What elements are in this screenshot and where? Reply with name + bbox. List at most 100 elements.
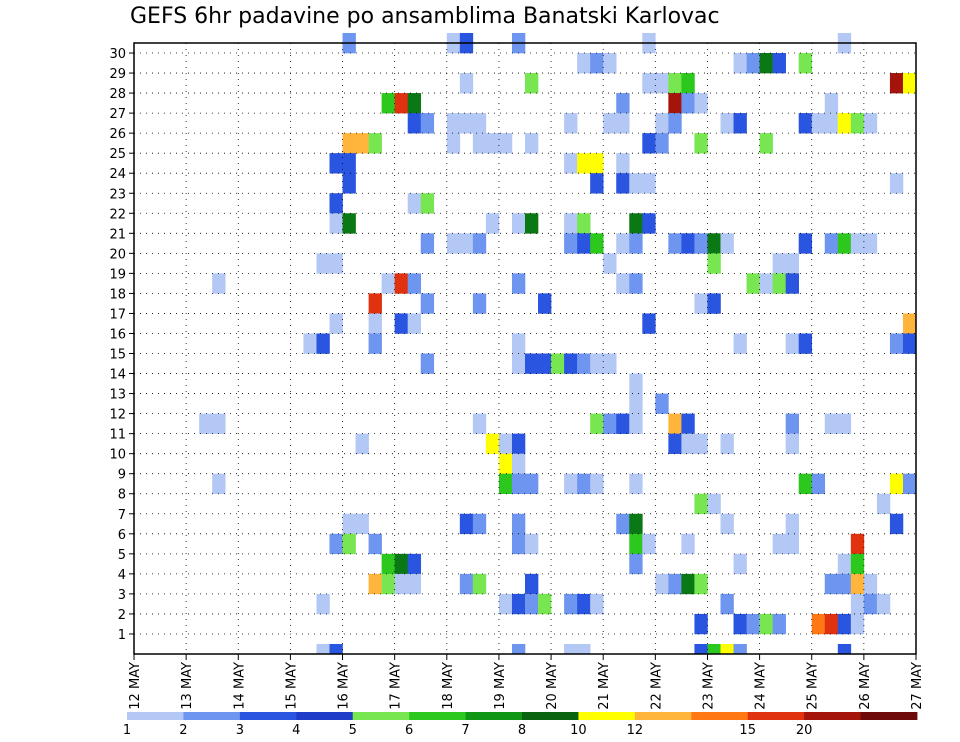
heatmap-cell — [733, 553, 747, 575]
heatmap-cell — [824, 573, 839, 595]
heatmap-cell — [837, 553, 852, 575]
y-tick-label: 24 — [109, 167, 126, 182]
legend-label: 6 — [405, 723, 413, 738]
heatmap-cell — [850, 113, 865, 134]
heatmap-cell — [902, 313, 917, 334]
x-tick-label: 22 MAY — [649, 662, 664, 710]
heatmap-cell — [759, 133, 773, 154]
heatmap-cell — [485, 213, 500, 234]
heatmap-cell — [511, 433, 526, 454]
heatmap-cell — [303, 333, 317, 354]
heatmap-cell — [394, 313, 408, 334]
heatmap-cell — [381, 93, 395, 114]
heatmap-cell — [902, 473, 917, 495]
heatmap-cell — [498, 593, 513, 615]
legend-swatch — [804, 712, 861, 720]
heatmap-cell — [668, 573, 682, 595]
heatmap-cell — [511, 593, 526, 615]
y-tick-label: 29 — [109, 67, 126, 82]
heatmap-cell — [407, 553, 422, 575]
y-axis: 1234567891011121314151617181920212223242… — [109, 47, 134, 643]
heatmap-cell — [681, 93, 695, 114]
heatmap-cell — [498, 473, 513, 495]
y-tick-label: 27 — [109, 107, 126, 122]
heatmap-cell — [525, 473, 539, 495]
heatmap-cell — [355, 513, 369, 535]
x-tick-label: 13 MAY — [180, 662, 195, 710]
heatmap-cell — [642, 313, 656, 334]
heatmap-cell — [616, 413, 630, 434]
heatmap-cell — [511, 453, 526, 474]
x-tick-label: 23 MAY — [701, 662, 716, 710]
heatmap-cell — [616, 153, 630, 174]
heatmap-cell — [446, 233, 461, 254]
heatmap-cell — [681, 433, 695, 454]
heatmap-cell — [525, 73, 539, 94]
heatmap-cell — [837, 613, 852, 635]
legend-label: 5 — [349, 723, 357, 738]
heatmap-cell — [420, 193, 435, 214]
heatmap-cell — [564, 353, 578, 374]
heatmap-cell — [720, 593, 734, 615]
heatmap-cell — [420, 233, 435, 254]
color-legend: 1 2 3 4 5 6 7 8 10 12 15 20 — [123, 712, 918, 738]
y-tick-label: 21 — [109, 227, 126, 242]
heatmap-cell — [785, 513, 799, 535]
heatmap-cell — [342, 133, 356, 154]
heatmap-cell — [720, 643, 734, 655]
heatmap-cell — [785, 433, 799, 454]
heatmap-cell — [590, 173, 604, 194]
y-tick-label: 4 — [118, 568, 126, 583]
heatmap-cell — [772, 533, 786, 555]
heatmap-cell — [694, 93, 708, 114]
heatmap-cell — [629, 273, 643, 294]
heatmap-cell — [538, 593, 552, 615]
heatmap-cell — [459, 513, 474, 535]
heatmap-cell — [837, 113, 852, 134]
heatmap-cell — [446, 133, 461, 154]
heatmap-cell — [772, 253, 786, 274]
heatmap-cell — [642, 173, 656, 194]
heatmap-cell — [720, 233, 734, 254]
heatmap-cell — [733, 113, 747, 134]
y-tick-label: 15 — [109, 348, 126, 363]
y-tick-label: 30 — [109, 47, 126, 62]
y-tick-label: 2 — [118, 608, 126, 623]
heatmap-cell — [629, 513, 643, 535]
heatmap-cell — [785, 273, 799, 294]
y-tick-label: 6 — [118, 528, 126, 543]
heatmap-cell — [329, 153, 343, 174]
heatmap-cell — [681, 413, 695, 434]
x-tick-label: 20 MAY — [545, 662, 560, 710]
heatmap-cell — [616, 273, 630, 294]
y-tick-label: 13 — [109, 388, 126, 403]
heatmap-cell — [694, 433, 708, 454]
heatmap-cell — [850, 613, 865, 635]
heatmap-cell — [342, 213, 356, 234]
heatmap-cell — [329, 213, 343, 234]
heatmap-cell — [407, 573, 422, 595]
legend-swatch — [127, 712, 184, 720]
heatmap-cell — [525, 213, 539, 234]
heatmap-cell — [733, 53, 747, 74]
heatmap-cell — [407, 113, 422, 134]
heatmap-cell — [772, 613, 786, 635]
heatmap-cell — [407, 273, 422, 294]
heatmap-cell — [707, 293, 721, 314]
heatmap-cell — [746, 273, 760, 294]
heatmap-cell — [655, 113, 669, 134]
y-tick-label: 25 — [109, 147, 126, 162]
heatmap-cell — [837, 413, 852, 434]
y-tick-label: 14 — [109, 368, 126, 383]
heatmap-cell — [798, 113, 813, 134]
legend-label: 8 — [518, 723, 526, 738]
heatmap-cell — [316, 333, 330, 354]
heatmap-cell — [837, 573, 852, 595]
heatmap-cell — [889, 513, 904, 535]
heatmap-cell — [603, 353, 617, 374]
x-tick-label: 21 MAY — [597, 662, 612, 710]
x-tick-label: 27 MAY — [910, 662, 925, 710]
heatmap-cell — [459, 73, 474, 94]
heatmap-cell — [720, 433, 734, 454]
